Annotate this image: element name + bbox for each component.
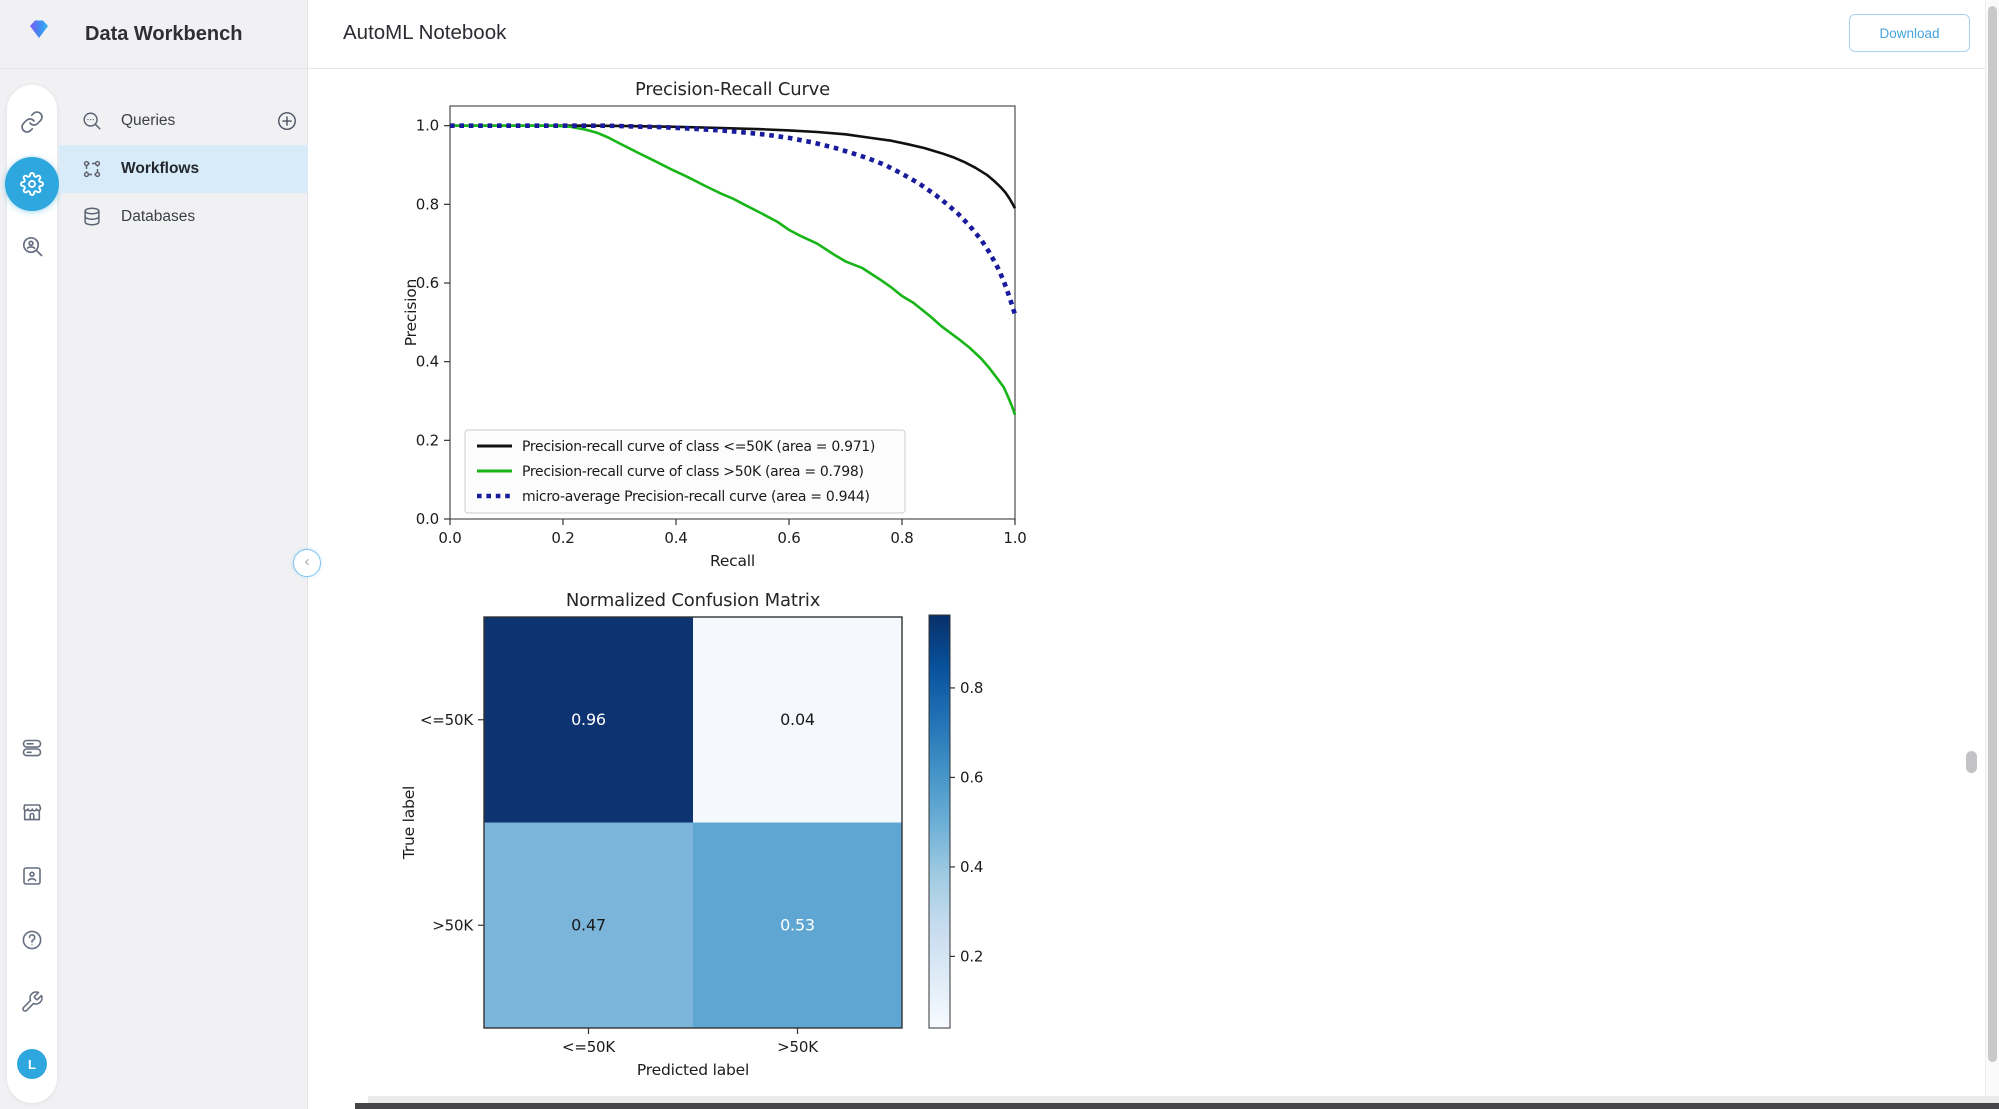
- header-divider: [0, 68, 1999, 69]
- gear-icon: [20, 172, 44, 196]
- chevron-left-icon: ‹: [304, 553, 310, 570]
- precision-recall-chart: Precision-Recall Curve 0.0 0.2 0.4 0.6 0.8 1.0…: [402, 79, 1027, 570]
- svg-text:<=50K: <=50K: [420, 711, 474, 729]
- svg-text:0.0: 0.0: [416, 510, 439, 528]
- link-icon[interactable]: [20, 110, 44, 134]
- svg-text:1.0: 1.0: [416, 117, 439, 135]
- app-title: Data Workbench: [85, 23, 243, 45]
- page-title: AutoML Notebook: [343, 21, 507, 44]
- svg-text:0.4: 0.4: [664, 529, 687, 547]
- svg-text:Precision-recall curve of clas: Precision-recall curve of class <=50K (a…: [522, 439, 875, 455]
- user-search-icon[interactable]: [20, 234, 44, 258]
- svg-text:Precision-recall curve of clas: Precision-recall curve of class >50K (ar…: [522, 464, 864, 480]
- sidebar-item-databases[interactable]: Databases: [59, 193, 308, 241]
- svg-text:0.2: 0.2: [960, 947, 983, 965]
- svg-text:micro-average Precision-recall: micro-average Precision-recall curve (ar…: [522, 489, 870, 505]
- svg-text:0.04: 0.04: [780, 710, 815, 729]
- svg-text:Recall: Recall: [710, 552, 755, 570]
- workflow-icon: [81, 158, 103, 180]
- svg-text:0.2: 0.2: [416, 431, 439, 449]
- sidebar-item-label: Workflows: [121, 160, 200, 177]
- vertical-scrollbar-thumb[interactable]: [1988, 6, 1997, 1062]
- svg-text:0.47: 0.47: [571, 915, 606, 934]
- user-avatar[interactable]: L: [17, 1049, 47, 1079]
- svg-text:0.53: 0.53: [780, 915, 815, 934]
- svg-text:>50K: >50K: [432, 916, 474, 934]
- download-button[interactable]: Download: [1849, 14, 1970, 52]
- svg-text:0.8: 0.8: [890, 529, 913, 547]
- svg-text:0.6: 0.6: [416, 274, 439, 292]
- horizontal-scrollbar-thumb[interactable]: [355, 1103, 1999, 1109]
- wrench-icon[interactable]: [20, 990, 44, 1014]
- svg-text:0.96: 0.96: [571, 710, 606, 729]
- sidebar-item-queries[interactable]: Queries: [59, 97, 308, 145]
- svg-text:0.6: 0.6: [960, 768, 983, 786]
- svg-text:0.4: 0.4: [416, 353, 439, 371]
- storefront-icon[interactable]: [20, 800, 44, 824]
- svg-text:>50K: >50K: [777, 1038, 819, 1056]
- icon-rail: [7, 85, 57, 1103]
- app-logo-gem-icon: [24, 16, 54, 49]
- svg-text:0.0: 0.0: [438, 529, 461, 547]
- svg-text:0.4: 0.4: [960, 858, 983, 876]
- inner-scrollbar-thumb[interactable]: [1966, 751, 1977, 773]
- horizontal-scrollbar-track: [368, 1096, 1999, 1103]
- toggle-pills-icon[interactable]: [20, 736, 44, 760]
- svg-text:0.8: 0.8: [416, 195, 439, 213]
- svg-text:0.2: 0.2: [551, 529, 574, 547]
- svg-text:0.6: 0.6: [777, 529, 800, 547]
- svg-text:True label: True label: [400, 786, 418, 860]
- svg-text:<=50K: <=50K: [562, 1038, 616, 1056]
- svg-text:1.0: 1.0: [1003, 529, 1026, 547]
- svg-text:0.8: 0.8: [960, 679, 983, 697]
- help-icon[interactable]: [20, 928, 44, 952]
- svg-text:Predicted label: Predicted label: [637, 1061, 749, 1079]
- svg-text:Precision: Precision: [402, 279, 420, 346]
- search-queries-icon: [81, 110, 103, 132]
- sidebar-item-label: Databases: [121, 208, 196, 225]
- contact-card-icon[interactable]: [20, 864, 44, 888]
- avatar-initial: L: [28, 1056, 36, 1072]
- collapse-sidebar-button[interactable]: ‹: [293, 549, 321, 577]
- sync-settings-button[interactable]: [5, 157, 59, 211]
- svg-text:Normalized Confusion Matrix: Normalized Confusion Matrix: [566, 590, 821, 611]
- plus-circle-icon[interactable]: [276, 110, 298, 132]
- sidebar-item-workflows[interactable]: Workflows: [59, 145, 308, 193]
- database-icon: [81, 206, 103, 228]
- confusion-matrix-chart: Normalized Confusion Matrix 0.96 0.04 0.47 0…: [400, 590, 983, 1079]
- svg-text:Precision-Recall Curve: Precision-Recall Curve: [635, 79, 830, 100]
- sidebar-item-label: Queries: [121, 112, 176, 129]
